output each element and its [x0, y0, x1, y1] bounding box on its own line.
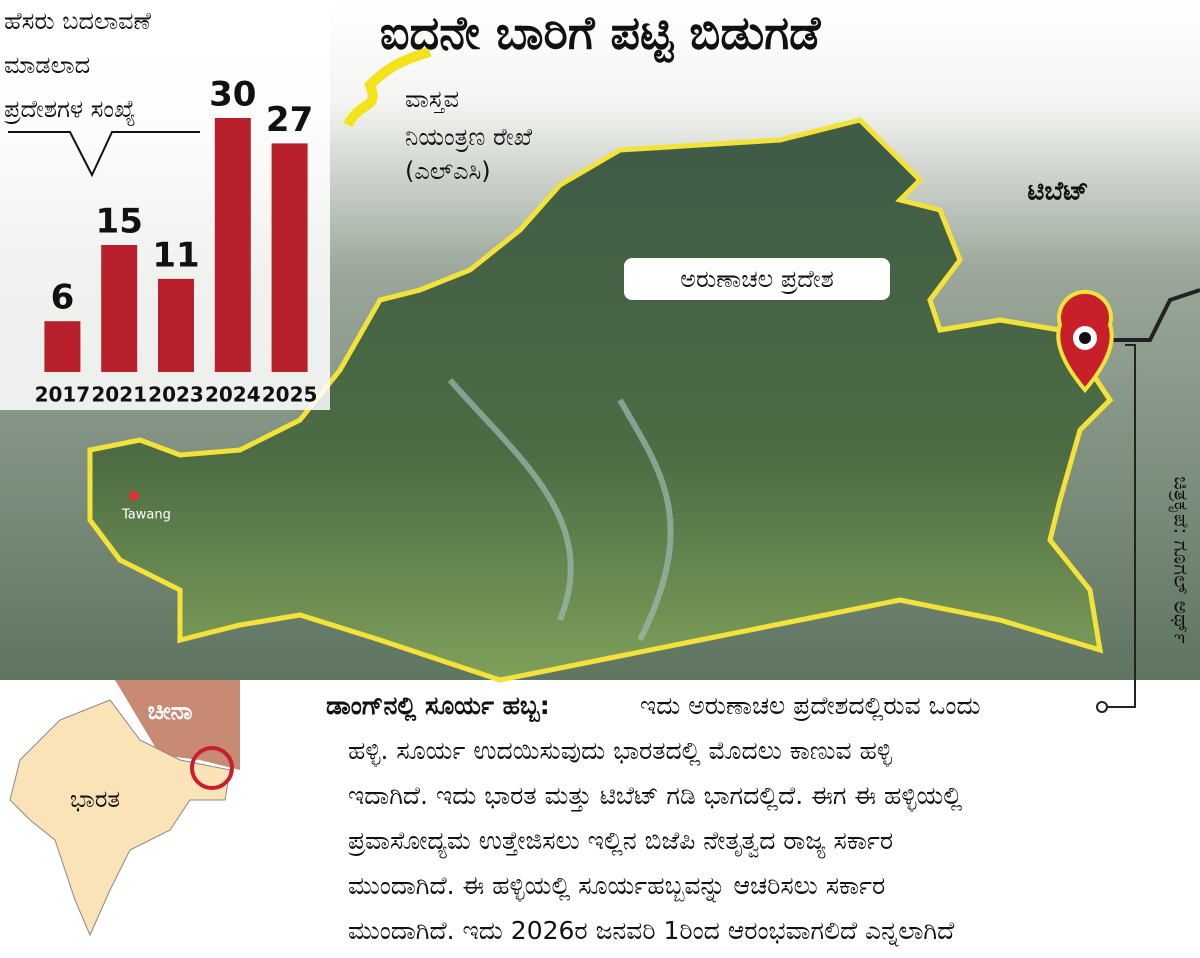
x-tick-label: 2023	[148, 383, 204, 407]
description-line: ಮುಂದಾಗಿದೆ. ಈ ಹಳ್ಳಿಯಲ್ಲಿ ಸೂರ್ಯಹಬ್ಬವನ್ನು ಆ…	[348, 871, 885, 903]
callout-line	[1105, 344, 1136, 708]
border	[1110, 288, 1200, 342]
inset-map: ಚೀನಾ ಭಾರತ	[0, 680, 240, 958]
description: ಡಾಂಗ್‌ನಲ್ಲಿ ಸೂರ್ಯ ಹಬ್ಬ: ಇದು ಅರುಣಾಚಲ ಪ್ರದ…	[326, 691, 981, 947]
legend-label: ವಾಸ್ತವ	[405, 85, 459, 113]
title-pointer	[8, 131, 200, 178]
region-label: ಅರುಣಾಚಲ ಪ್ರದೇಶ	[680, 265, 834, 294]
main-title: ಐದನೇ ಬಾರಿಗೆ ಪಟ್ಟಿ ಬಿಡುಗಡೆ	[380, 6, 822, 63]
x-tick-label: 2024	[205, 383, 261, 407]
x-tick-label: 2021	[91, 383, 147, 407]
value-label: 11	[152, 235, 199, 275]
bar	[101, 245, 138, 372]
description-line: ಇದಾಗಿದೆ. ಇದು ಭಾರತ ಮತ್ತು ಟಿಬೆಟ್ ಗಡಿ ಭಾಗದಲ…	[348, 781, 962, 813]
pin-dot	[1079, 332, 1091, 344]
china-label: ಚೀನಾ	[148, 697, 193, 725]
town-marker	[129, 491, 139, 501]
town-label: Tawang	[121, 508, 171, 523]
legend-label: (ಎಲ್ಎಸಿ)	[405, 157, 491, 185]
value-label: 6	[51, 278, 75, 318]
description-line: ಹಳ್ಳಿ. ಸೂರ್ಯ ಉದಯಿಸುವುದು ಭಾರತದಲ್ಲಿ ಮೊದಲು …	[348, 736, 892, 768]
india-label: ಭಾರತ	[70, 785, 120, 813]
chart-title: ಪ್ರದೇಶಗಳ ಸಂಖ್ಯೆ	[4, 95, 136, 126]
value-label: 15	[96, 202, 143, 242]
chart-title: ಹೆಸರು ಬದಲಾವಣೆ	[4, 7, 151, 35]
credit: ಚಿತ್ರಕೃಪೆ: ಗೂಗಲ್ ಅರ್ಥ್	[1169, 476, 1194, 643]
india-shape	[9, 699, 231, 937]
description-line: ಇದು ಅರುಣಾಚಲ ಪ್ರದೇಶದಲ್ಲಿರುವ ಒಂದು	[640, 691, 981, 721]
bar	[44, 321, 81, 372]
callout-dot	[1096, 701, 1108, 713]
river	[447, 378, 674, 642]
x-tick-label: 2025	[262, 383, 318, 407]
bar-chart: ಹೆಸರು ಬದಲಾವಣೆ ಮಾಡಲಾದ ಪ್ರದೇಶಗಳ ಸಂಖ್ಯೆ 6 20…	[4, 7, 318, 407]
map: ವಾಸ್ತವ ನಿಯಂತ್ರಣ ರೇಖೆ (ಎಲ್ಎಸಿ) ಟಿಬೆಟ್ ಅರು…	[0, 0, 1200, 713]
lac-legend-line	[343, 47, 432, 128]
value-label: 27	[266, 100, 313, 140]
x-tick-label: 2017	[35, 383, 91, 407]
bar	[271, 143, 308, 372]
bar	[214, 118, 251, 372]
legend-label: ನಿಯಂತ್ರಣ ರೇಖೆ	[405, 123, 532, 152]
inset-highlight	[190, 746, 234, 790]
tibet-label: ಟಿಬೆಟ್	[1027, 177, 1088, 207]
chart-title: ಮಾಡಲಾದ	[4, 51, 90, 79]
description-line: ಮುಂದಾಗಿದೆ. ಇದು 2026ರ ಜನವರಿ 1ರಿಂದ ಆರಂಭವಾಗ…	[348, 916, 954, 947]
description-line: ಪ್ರವಾಸೋದ್ಯಮ ಉತ್ತೇಜಿಸಲು ಇಲ್ಲಿನ ಬಿಜೆಪಿ ನೇತ…	[347, 826, 893, 859]
value-label: 30	[209, 75, 256, 115]
bar	[158, 278, 194, 372]
description-heading: ಡಾಂಗ್‌ನಲ್ಲಿ ಸೂರ್ಯ ಹಬ್ಬ:	[326, 691, 550, 723]
region-label-box	[624, 258, 890, 300]
